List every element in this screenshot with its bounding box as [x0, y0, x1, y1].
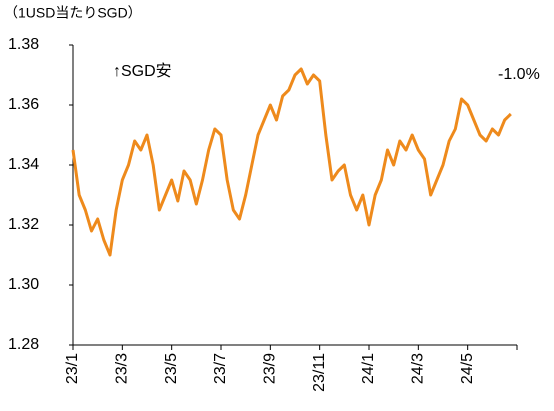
line-series [71, 67, 512, 257]
annotation: ↑SGD安 [113, 62, 172, 80]
x-tick-label: 23/1 [64, 353, 81, 384]
y-axis-label: （1USD当たりSGD） [4, 5, 142, 21]
y-tick-label: 1.34 [8, 156, 39, 173]
y-tick-label: 1.30 [8, 276, 39, 293]
x-tick-label: 24/1 [360, 353, 377, 384]
x-tick-label: 23/3 [114, 353, 131, 384]
x-tick-label: 24/5 [459, 353, 476, 384]
x-tick-label: 23/9 [262, 353, 279, 384]
y-tick-label: 1.28 [8, 336, 39, 353]
x-tick-label: 23/7 [212, 353, 229, 384]
y-tick-label: 1.32 [8, 216, 39, 233]
y-tick-label: 1.36 [8, 96, 39, 113]
x-tick-label: 23/5 [163, 353, 180, 384]
annotation: -1.0% [498, 66, 540, 83]
y-tick-label: 1.38 [8, 36, 39, 53]
x-tick-label: 24/3 [410, 353, 427, 384]
x-tick-label: 23/11 [311, 353, 328, 392]
